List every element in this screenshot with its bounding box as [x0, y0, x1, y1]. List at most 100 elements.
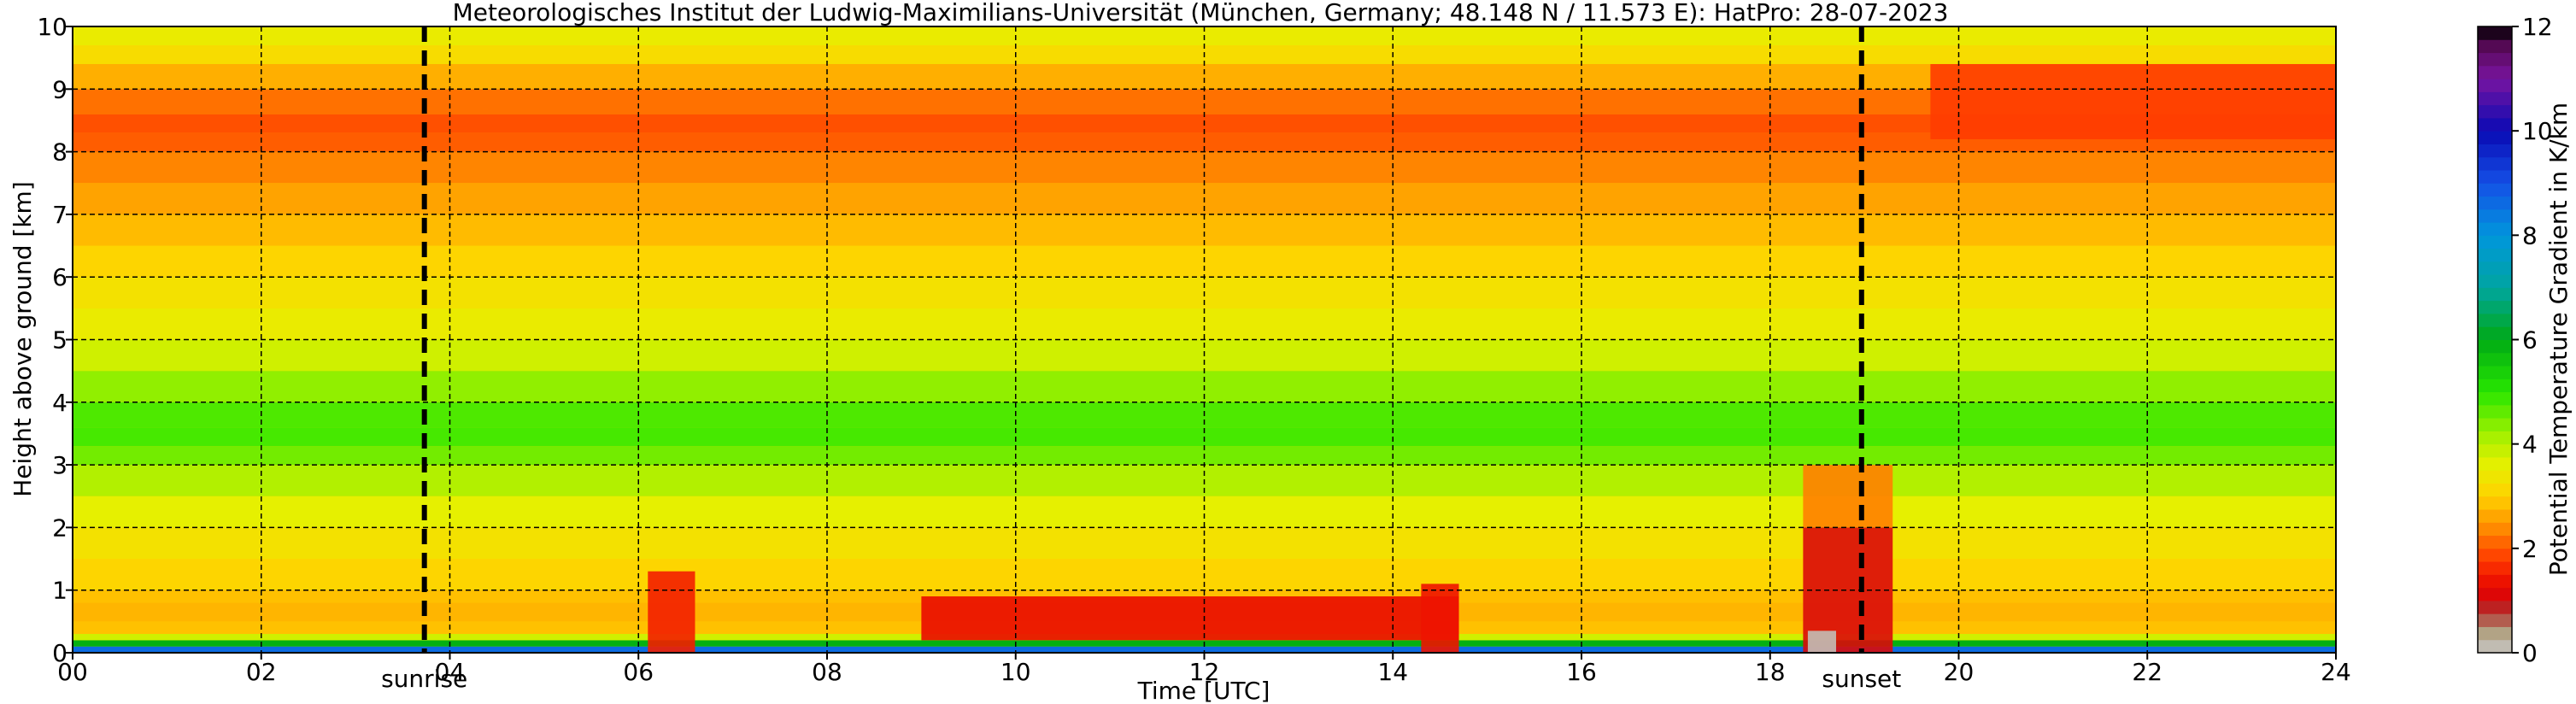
y-tick-label: 0: [52, 639, 67, 667]
x-axis-label: Time [UTC]: [1137, 677, 1270, 704]
colorbar-label: Potential Temperature Gradient in K/km: [2544, 103, 2573, 576]
colorbar-segment: [2478, 548, 2512, 562]
y-tick-label: 4: [52, 389, 67, 417]
colorbar-segment: [2478, 104, 2512, 119]
colorbar-segment: [2478, 418, 2512, 431]
colorbar-segment: [2478, 509, 2512, 523]
marker-label-sunset: sunset: [1822, 665, 1901, 693]
colorbar-segment: [2478, 52, 2512, 67]
marker-label-sunrise: sunrise: [381, 665, 467, 693]
colorbar-tick-label: 4: [2522, 431, 2538, 459]
plot-area: [72, 26, 2337, 654]
colorbar-tick-label: 0: [2522, 639, 2538, 667]
colorbar-segment: [2478, 313, 2512, 327]
colorbar-segment: [2478, 378, 2512, 393]
x-tick-label: 14: [1377, 658, 1408, 686]
colorbar-segment: [2478, 235, 2512, 249]
x-axis-ticks: 00 02 04 06 08 10 12 14 16 18 20 22 24: [57, 653, 2351, 686]
colorbar-segment: [2478, 287, 2512, 302]
heatmap-feature: [1930, 63, 2336, 139]
colorbar-segment: [2478, 339, 2512, 354]
colorbar-segment: [2478, 431, 2512, 445]
y-tick-label: 3: [52, 451, 67, 479]
y-tick-label: 10: [37, 13, 67, 41]
colorbar-segment: [2478, 535, 2512, 549]
colorbar-segment: [2478, 600, 2512, 614]
sun-event-lines: [421, 26, 1864, 653]
colorbar-segment: [2478, 443, 2512, 458]
colorbar-segment: [2478, 196, 2512, 210]
x-tick-label: 18: [1755, 658, 1786, 686]
x-tick-label: 20: [1944, 658, 1975, 686]
grid-lines: [73, 26, 2336, 653]
colorbar-segment: [2478, 183, 2512, 197]
heatmap-features: [648, 63, 2336, 653]
colorbar-segment: [2478, 404, 2512, 419]
x-tick-label: 04: [435, 658, 466, 686]
y-tick-label: 6: [52, 263, 67, 291]
colorbar-segment: [2478, 156, 2512, 171]
colorbar-segment: [2478, 613, 2512, 627]
y-axis-ticks: 0 1 2 3 4 5 6 7 8 9 10: [37, 13, 73, 667]
colorbar-ticks: 0 2 4 6 8 10 12: [2512, 13, 2553, 667]
colorbar-segment: [2478, 561, 2512, 575]
y-axis-label: Height above ground [km]: [9, 181, 37, 497]
colorbar-tick-label: 8: [2522, 221, 2538, 249]
x-tick-label: 08: [812, 658, 842, 686]
x-tick-label: 22: [2132, 658, 2162, 686]
colorbar-segment: [2478, 26, 2512, 40]
y-tick-label: 1: [52, 577, 67, 605]
y-tick-label: 2: [52, 513, 67, 542]
colorbar-segment: [2478, 483, 2512, 497]
colorbar-segment: [2478, 117, 2512, 132]
colorbar: [2477, 26, 2513, 654]
x-tick-label: 16: [1566, 658, 1597, 686]
colorbar-segment: [2478, 496, 2512, 510]
heatmap-feature: [1421, 584, 1459, 653]
colorbar-segment: [2478, 470, 2512, 484]
y-tick-label: 7: [52, 201, 67, 229]
colorbar-segment: [2478, 39, 2512, 54]
colorbar-segment: [2478, 326, 2512, 340]
colorbar-segment: [2478, 626, 2512, 641]
colorbar-segment: [2478, 587, 2512, 601]
profile-band: [73, 646, 2336, 653]
x-tick-label: 02: [246, 658, 277, 686]
x-tick-label: 06: [623, 658, 654, 686]
colorbar-segment: [2478, 91, 2512, 106]
colorbar-tick-label: 10: [2522, 117, 2553, 145]
heatmap-feature: [1807, 631, 1837, 653]
colorbar-segment: [2478, 639, 2512, 654]
chart-title: Meteorologisches Institut der Ludwig-Max…: [453, 0, 1949, 26]
colorbar-segment: [2478, 366, 2512, 379]
colorbar-segment: [2478, 274, 2512, 288]
x-tick-label: 00: [57, 658, 88, 686]
heatmap-feature: [921, 596, 1459, 641]
heatmap-feature: [1803, 465, 1893, 528]
colorbar-segment: [2478, 169, 2512, 184]
colorbar-tick-label: 12: [2522, 13, 2553, 41]
heatmap-feature: [648, 571, 695, 653]
colorbar-segment: [2478, 65, 2512, 79]
y-tick-label: 9: [52, 75, 67, 103]
colorbar-segment: [2478, 456, 2512, 471]
colorbar-tick-label: 6: [2522, 326, 2538, 355]
y-tick-label: 8: [52, 138, 67, 167]
colorbar-segment: [2478, 352, 2512, 367]
x-tick-label: 10: [1000, 658, 1031, 686]
colorbar-segment: [2478, 522, 2512, 537]
x-tick-label: 12: [1189, 658, 1220, 686]
colorbar-segment: [2478, 391, 2512, 406]
colorbar-segment: [2478, 248, 2512, 262]
x-tick-label: 24: [2321, 658, 2351, 686]
colorbar-tick-label: 2: [2522, 535, 2538, 563]
colorbar-segment: [2478, 208, 2512, 223]
y-tick-label: 5: [52, 326, 67, 355]
colorbar-segment: [2478, 300, 2512, 314]
sun-event-labels: sunrise sunset: [381, 665, 1901, 693]
colorbar-segment: [2478, 222, 2512, 236]
colorbar-segment: [2478, 79, 2512, 92]
colorbar-segment: [2478, 574, 2512, 589]
colorbar-segment: [2478, 144, 2512, 158]
